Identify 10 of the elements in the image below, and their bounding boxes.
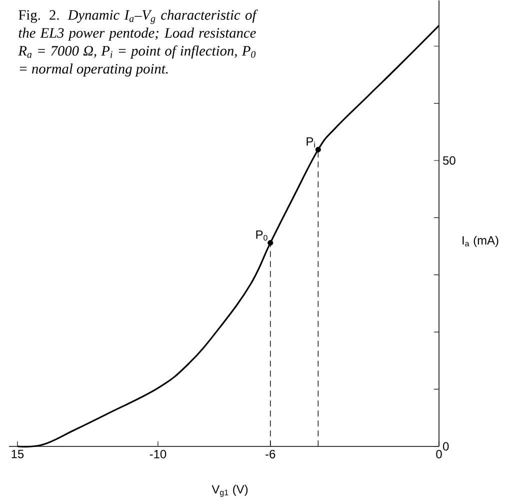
x-tick-label: -6	[266, 450, 276, 458]
y-tick-label: 50	[443, 156, 456, 165]
x-axis-title: V$_{g1}$ (V)	[212, 484, 248, 497]
x-tick-label: 0	[436, 450, 442, 458]
annotation: P$_{0}$	[256, 230, 268, 240]
x-tick-label: -10	[150, 450, 166, 458]
chart-title: Fig. 2. Dynamic I$_{a}$–V$_{g}$ characteristic of the EL3 power pentode; Load resistance R$_{a}$ = 7000 Ω, P$_{i}$ = point of inflection, P$_{0}$ = normal operating point.	[18, 9, 258, 76]
y-axis-title: I$_{a}$ (mA)	[462, 236, 498, 247]
annotation: P$_{i}$	[306, 137, 315, 148]
x-tick-label: 15	[12, 450, 24, 458]
